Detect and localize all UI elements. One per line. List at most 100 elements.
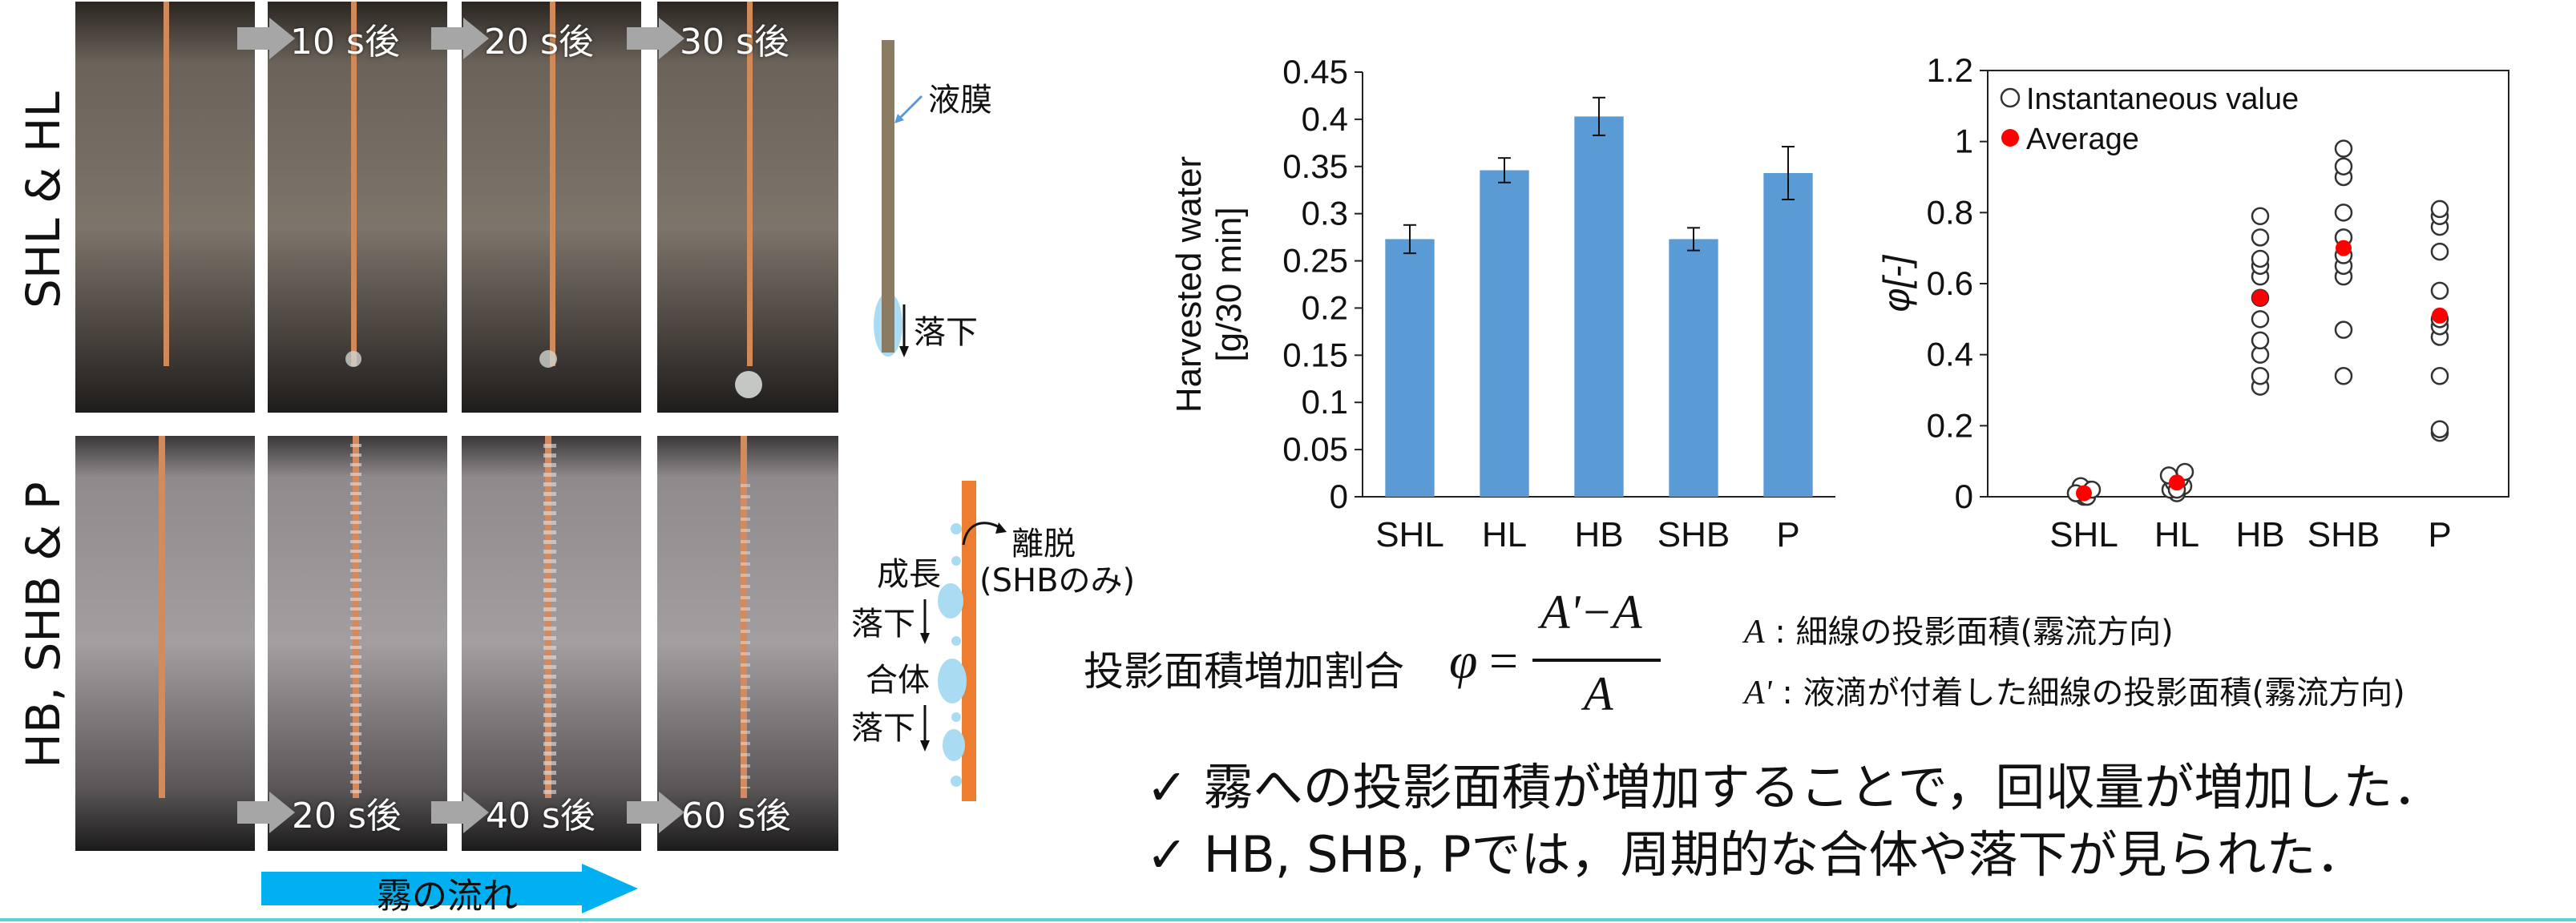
fog-flow-label: 霧の流れ (377, 876, 518, 917)
x-tick-label: SHB (2307, 515, 2380, 554)
y-tick-label: 0.2 (1927, 406, 1973, 444)
time-label-row1-1: 10 s後 (290, 22, 400, 62)
y-tick-label: 0 (1955, 478, 1973, 515)
legend-marker-average (2001, 129, 2019, 147)
conclusion-2: ✓ HB, SHB, Pでは，周期的な合体や落下が見られた． (1146, 825, 2366, 884)
y-tick-label: 0.8 (1927, 193, 1973, 231)
photo-hb-shb-p-20s (268, 436, 447, 851)
instantaneous-point (2251, 207, 2270, 226)
def-a-text: : 細線の投影面積(霧流方向) (1764, 614, 2174, 651)
instantaneous-point (2334, 204, 2353, 222)
detach-arrow-icon (962, 522, 1007, 546)
instantaneous-point (2251, 367, 2270, 385)
fall-label: 落下 (914, 314, 978, 351)
photo-hb-shb-p-0s (75, 436, 255, 851)
x-tick-label: HB (2235, 515, 2284, 554)
time-arrow-icon (237, 792, 295, 833)
bar (1669, 239, 1718, 497)
legend-label-instantaneous: Instantaneous value (2026, 83, 2299, 116)
instantaneous-point (2251, 249, 2270, 268)
y-tick-label: 0.05 (1282, 430, 1348, 468)
y-axis-title: φ[-] (1875, 254, 1917, 312)
y-tick-label: 0.4 (1302, 100, 1348, 138)
instantaneous-point (2334, 139, 2353, 158)
photo-hb-shb-p-40s (462, 436, 641, 851)
y-tick-label: 1 (1955, 123, 1973, 160)
x-tick-label: P (2428, 515, 2451, 554)
average-point (2252, 289, 2268, 306)
x-tick-label: SHL (1375, 515, 1444, 554)
row2-label: HB, SHB & P (16, 482, 71, 768)
instantaneous-point (2334, 367, 2353, 385)
average-point (2169, 474, 2185, 491)
fraction-bar (1532, 659, 1661, 662)
y-tick-label: 0.25 (1282, 242, 1348, 280)
average-point (2076, 485, 2092, 502)
instantaneous-point (2334, 157, 2353, 175)
detach-label: 離脱 (1011, 526, 1076, 562)
bar (1385, 239, 1435, 497)
def-a-symbol: A (1744, 614, 1765, 651)
bar (1480, 170, 1529, 497)
bar (1763, 173, 1813, 497)
row1-label: SHL & HL (16, 91, 71, 308)
equation-denominator: A (1584, 667, 1613, 720)
phi-scatter-chart: 0 0.2 0.4 0.6 0.8 1 1.2 SHL HL HB SHB Pφ[-] Instanta… (1875, 51, 2509, 554)
equation-label: 投影面積増加割合 (1084, 648, 1404, 695)
x-tick-label: HL (1482, 515, 1527, 554)
average-point (2432, 307, 2448, 324)
photo-shl-hl-20s (462, 2, 641, 413)
y-tick-label: 0.1 (1302, 383, 1348, 421)
y-tick-label: 0.3 (1302, 195, 1348, 232)
film-wire-diagram (874, 40, 923, 357)
equation-equals: = (1489, 632, 1519, 689)
time-label-row2-3: 60 s後 (681, 796, 791, 836)
def-a-prime-text: : 液滴が付着した細線の投影面積(霧流方向) (1771, 675, 2405, 711)
instantaneous-point (2334, 320, 2353, 339)
time-label-row2-2: 40 s後 (486, 796, 596, 836)
time-arrow-icon (431, 792, 489, 833)
instantaneous-point (2251, 228, 2270, 247)
x-tick-label: P (1776, 515, 1799, 554)
liquid-film-label: 液膜 (928, 82, 992, 119)
instantaneous-point (2251, 310, 2270, 328)
def-a-prime-symbol: A' (1744, 675, 1772, 711)
bottom-rule (0, 918, 2576, 921)
instantaneous-point (2430, 200, 2449, 219)
equation-numerator: A'−A (1540, 586, 1642, 639)
y-tick-label: 0 (1330, 478, 1348, 515)
photo-shl-hl-10s (268, 2, 447, 413)
time-arrow-icon (627, 792, 684, 833)
y-axis-title-unit: [g/30 min] (1209, 207, 1249, 361)
y-tick-label: 0.45 (1282, 53, 1348, 91)
droplet-wire-diagram (920, 481, 976, 801)
photo-hb-shb-p-60s (657, 436, 838, 851)
fall-label-2: 落下 (851, 606, 915, 643)
legend-label-average: Average (2026, 123, 2139, 156)
y-tick-label: 0.6 (1927, 264, 1973, 302)
instantaneous-point (2430, 420, 2449, 439)
photo-shl-hl-30s (657, 2, 838, 413)
instantaneous-point (2430, 281, 2449, 300)
instantaneous-point (2251, 331, 2270, 350)
y-tick-label: 0.2 (1302, 288, 1348, 326)
time-arrow-icon (431, 18, 489, 59)
fall-label-3: 落下 (851, 710, 915, 747)
bar (1574, 116, 1624, 497)
photo-shl-hl-0s (75, 2, 255, 413)
instantaneous-point (2430, 242, 2449, 261)
y-tick-label: 0.15 (1282, 336, 1348, 373)
instantaneous-point (2430, 367, 2449, 385)
y-axis-title: Harvested water (1169, 156, 1209, 413)
x-tick-label: SHB (1657, 515, 1730, 554)
detach-note: (SHBのみ) (979, 562, 1136, 599)
time-label-row1-3: 30 s後 (680, 22, 789, 62)
equation-lhs: φ (1449, 632, 1478, 689)
time-arrow-icon (237, 18, 295, 59)
y-tick-label: 0.35 (1282, 147, 1348, 185)
growth-label: 成長 (877, 556, 941, 593)
def-a: A : 細線の投影面積(霧流方向) (1744, 606, 2174, 652)
def-a-prime: A' : 液滴が付着した細線の投影面積(霧流方向) (1744, 667, 2405, 713)
harvested-water-bar-chart: 0 0.05 0.1 0.15 0.2 0.25 0.3 0.35 0.4 0.45 SHL HL HB… (1169, 53, 1835, 554)
x-tick-label: SHL (2049, 515, 2118, 554)
